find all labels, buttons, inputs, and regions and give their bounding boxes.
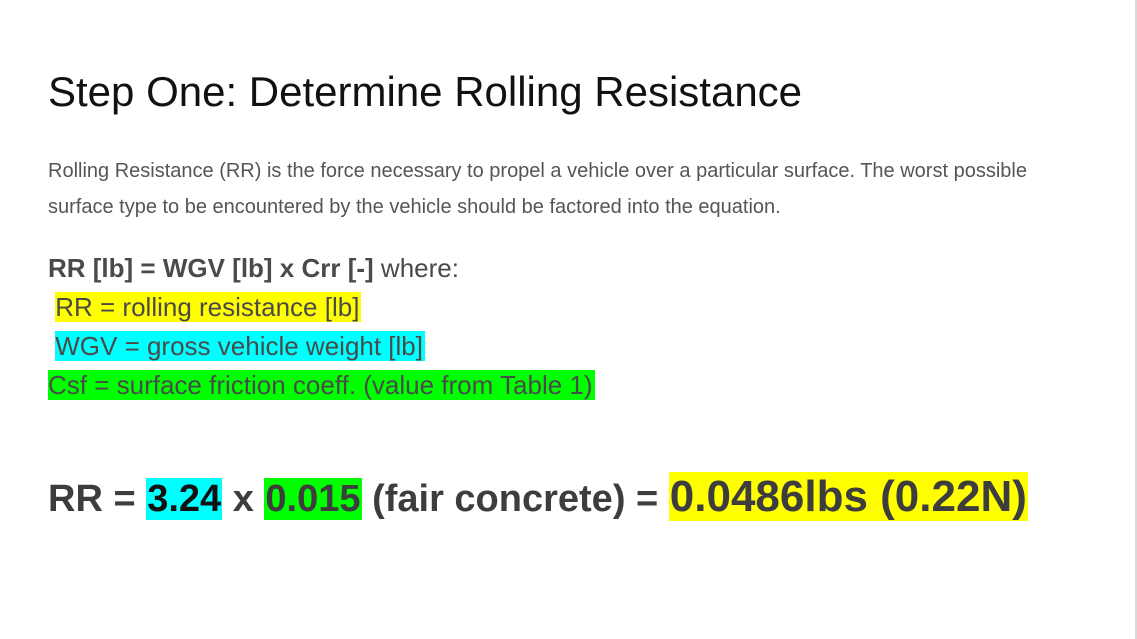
definition-rr-text: RR = rolling resistance [lb] (55, 292, 362, 322)
scrollbar[interactable] (1135, 0, 1137, 639)
formula-line: RR [lb] = WGV [lb] x Crr [-] where: (48, 250, 459, 286)
calc-lhs: RR = (48, 478, 147, 520)
definition-wgv-text: WGV = gross vehicle weight [lb] (55, 331, 425, 361)
calc-weight-value: 3.24 (146, 478, 223, 520)
calc-result-value: 0.0486lbs (0.22N) (668, 472, 1028, 521)
calculation-line: RR = 3.24 x 0.015 (fair concrete) = 0.04… (48, 470, 1028, 526)
page-title: Step One: Determine Rolling Resistance (48, 68, 803, 115)
calc-times: x (222, 478, 265, 520)
definition-csf-text: Csf = surface friction coeff. (value fro… (48, 370, 595, 400)
definition-rr: RR = rolling resistance [lb] (48, 291, 362, 323)
calc-coeff-value: 0.015 (264, 478, 362, 520)
definition-wgv: WGV = gross vehicle weight [lb] (48, 330, 425, 362)
formula-suffix: where: (373, 253, 459, 283)
intro-paragraph: Rolling Resistance (RR) is the force nec… (48, 160, 1027, 218)
formula-equation: RR [lb] = WGV [lb] x Crr [-] (48, 253, 374, 283)
definition-csf: Csf = surface friction coeff. (value fro… (48, 369, 595, 401)
calc-surface: (fair concrete) = (361, 478, 669, 520)
